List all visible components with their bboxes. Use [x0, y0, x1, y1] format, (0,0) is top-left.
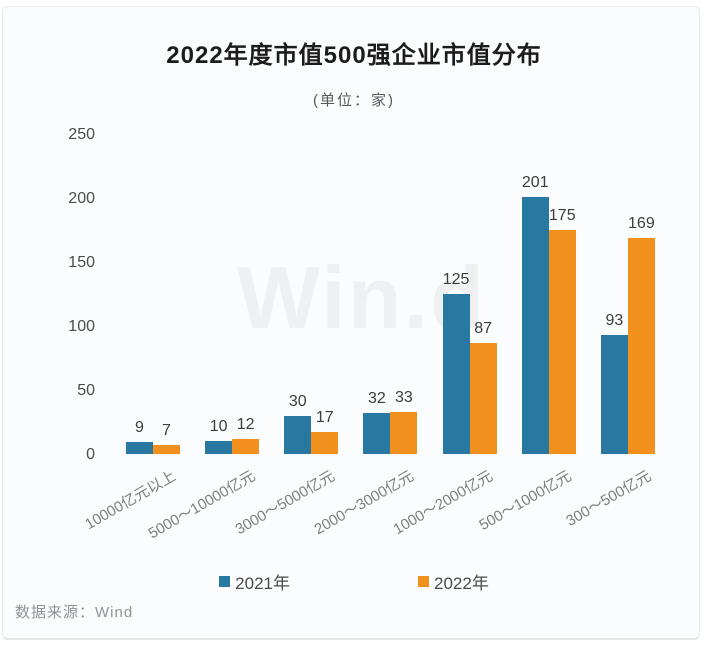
y-tick-label: 0	[86, 446, 95, 463]
bar-2022年	[627, 238, 655, 454]
y-tick-label: 50	[77, 382, 95, 399]
legend-swatch-icon	[418, 576, 429, 587]
bar-2022年	[153, 445, 180, 454]
legend-item-2022年: 2022年	[418, 569, 489, 594]
bar-2022年	[311, 432, 339, 454]
bar-value-label: 9	[135, 419, 144, 436]
bar-2022年	[390, 412, 418, 454]
bar-value-label: 175	[548, 207, 576, 224]
bar-2021年	[600, 335, 628, 454]
chart-card: Win.d 2022年度市值500强企业市值分布 (单位：家) 0 50 100 15…	[2, 6, 700, 640]
bar-2021年	[284, 416, 312, 454]
x-axis-label: 300～500亿元	[563, 467, 654, 530]
data-source: 数据来源：Wind	[15, 604, 134, 621]
y-tick-label: 200	[68, 190, 95, 207]
bar-value-label: 17	[315, 409, 334, 426]
bar-2021年	[126, 442, 153, 454]
bar-value-label: 125	[442, 271, 470, 288]
wind-watermark: Win.d	[237, 248, 486, 347]
y-tick-label: 250	[68, 126, 95, 143]
y-tick-label: 150	[68, 254, 95, 271]
chart-title: 2022年度市值500强企业市值分布	[166, 42, 542, 69]
bar-2022年	[469, 343, 497, 454]
chart-unit-subtitle: (单位：家)	[313, 92, 395, 109]
legend-swatch-icon	[219, 576, 231, 587]
bar-value-label: 87	[474, 320, 492, 337]
legend-label: 2022年	[434, 574, 489, 593]
bar-2021年	[205, 441, 233, 454]
bar-value-label: 10	[209, 418, 228, 435]
legend: 2021年 2022年	[3, 569, 699, 594]
bar-2021年	[363, 413, 391, 454]
bar-2021年	[442, 294, 470, 454]
bar-value-label: 32	[368, 390, 386, 407]
bar-value-label: 169	[628, 215, 655, 232]
bar-value-label: 93	[605, 312, 624, 329]
legend-item-2021年: 2021年	[219, 569, 290, 594]
y-tick-label: 100	[68, 318, 95, 335]
bar-value-label: 30	[288, 393, 307, 410]
bar-2022年	[232, 439, 260, 454]
bar-value-label: 201	[521, 174, 549, 191]
bar-value-label: 33	[395, 389, 413, 406]
bar-value-label: 7	[162, 422, 171, 439]
bar-2022年	[548, 230, 576, 454]
bar-value-label: 12	[236, 416, 255, 433]
chart-canvas: Win.d 2022年度市值500强企业市值分布 (单位：家) 0 50 100 15…	[3, 7, 699, 638]
legend-label: 2021年	[235, 574, 290, 593]
bar-2021年	[521, 197, 549, 454]
